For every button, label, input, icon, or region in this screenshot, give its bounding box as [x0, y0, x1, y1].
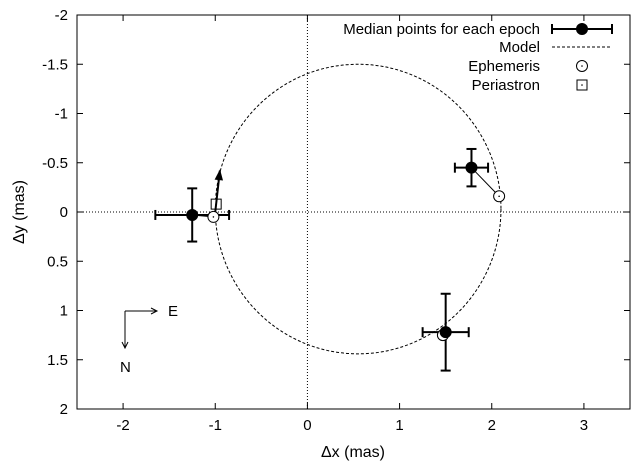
- y-tick-label: 2: [60, 401, 68, 418]
- motion-arrow-layer: [214, 169, 224, 213]
- ephemeris-point-center: [498, 195, 500, 198]
- y-tick-label: -2: [55, 7, 68, 24]
- model-orbit-layer: [214, 63, 502, 355]
- median-point: [439, 326, 452, 339]
- x-tick-label: -1: [209, 417, 222, 434]
- x-tick-label: 2: [488, 417, 496, 434]
- y-tick-label: 1: [60, 303, 68, 320]
- axis-ticks: [77, 14, 630, 410]
- legend-label-median: Median points for each epoch: [343, 21, 540, 38]
- x-tick-label: 3: [580, 417, 588, 434]
- compass-east-arrowhead: [150, 307, 159, 315]
- legend-symbol-ephemeris: [576, 60, 588, 72]
- y-tick-label: 0.5: [47, 253, 68, 270]
- legend-symbol-periastron: [576, 79, 588, 91]
- compass-north-arrowhead: [121, 341, 129, 350]
- model-orbit-curve: [214, 63, 502, 355]
- motion-arrow-head: [214, 169, 224, 181]
- median-points-layer: [186, 161, 478, 339]
- median-point: [465, 161, 478, 174]
- legend: Median points for each epoch Model Ephem…: [343, 21, 613, 94]
- x-tick-label: 0: [303, 417, 311, 434]
- legend-label-periastron: Periastron: [472, 77, 540, 94]
- legend-symbol-median: [551, 23, 613, 35]
- x-axis-label: Δx (mas): [321, 444, 385, 461]
- y-tick-label: 0: [60, 204, 68, 221]
- y-axis-label: Δy (mas): [11, 180, 28, 244]
- ephemeris-layer: [207, 190, 506, 342]
- x-tick-label: -2: [116, 417, 129, 434]
- compass-east-label: E: [168, 303, 178, 320]
- residual-connector: [471, 167, 500, 197]
- compass-north-label: N: [120, 359, 131, 376]
- x-tick-label: 1: [395, 417, 403, 434]
- legend-label-ephemeris: Ephemeris: [468, 58, 540, 75]
- median-point: [186, 208, 199, 221]
- y-tick-label: -1.5: [42, 56, 68, 73]
- legend-label-model: Model: [499, 39, 540, 56]
- y-tick-label: -0.5: [42, 155, 68, 172]
- axis-tick-labels: -2 -1 0 1 2 3 -2 -1.5 -1 -0.5 0 0.5 1 1.5 2: [42, 7, 588, 434]
- ephemeris-point-center: [212, 216, 215, 218]
- zero-lines: [77, 15, 630, 409]
- connector-layer: [192, 167, 500, 336]
- y-tick-label: -1: [55, 106, 68, 123]
- y-tick-label: 1.5: [47, 352, 68, 369]
- compass: E N: [120, 303, 178, 376]
